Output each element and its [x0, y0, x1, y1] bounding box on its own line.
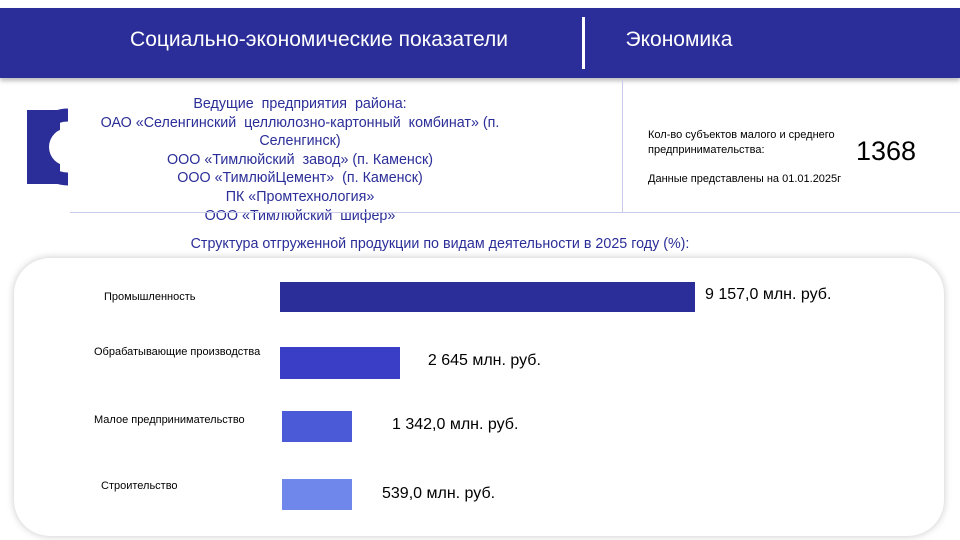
bar: [280, 347, 400, 379]
enterprises-line: ПК «Промтехнология»: [225, 188, 375, 205]
horizontal-divider: [70, 212, 960, 213]
sme-count-value: 1368: [856, 136, 917, 166]
category-label: Малое предпринимательство: [94, 414, 245, 426]
enterprises-block: Ведущие предприятия района: ОАО «Селенги…: [60, 95, 540, 225]
value-label: 1 342,0 млн. руб.: [392, 416, 519, 433]
gear-icon: [18, 94, 68, 200]
data-date-note: Данные представлены на 01.01.2025г: [648, 173, 842, 185]
enterprises-line: Селенгинск): [259, 133, 341, 150]
enterprises-line: Ведущие предприятия района:: [193, 96, 407, 112]
chart-title: Структура отгруженной продукции по видам…: [190, 236, 690, 252]
category-label: Промышленность: [104, 291, 196, 303]
enterprises-line: ООО «ТимлюйЦемент» (п. Каменск): [177, 170, 423, 187]
enterprises-line: ОАО «Селенгинский целлюлозно-картонный к…: [100, 114, 500, 131]
header-bar: Социально-экономические показатели Эконо…: [0, 8, 960, 78]
value-label: 539,0 млн. руб.: [382, 485, 496, 502]
header-title-left: Социально-экономические показатели: [130, 28, 508, 51]
category-label: Обрабатывающие производства: [94, 346, 261, 358]
header-divider: [582, 17, 585, 69]
bar: [282, 411, 352, 442]
sme-count-label: Кол-во субъектов малого и среднего предп…: [648, 129, 835, 156]
bar: [280, 282, 695, 312]
value-label: 2 645 млн. руб.: [427, 352, 541, 369]
value-label: 9 157,0 млн. руб.: [705, 286, 832, 303]
vertical-divider: [622, 80, 623, 212]
category-label: Строительство: [101, 480, 178, 492]
header-title-right: Экономика: [625, 28, 733, 51]
enterprises-line: ООО «Тимлюйский завод» (п. Каменск): [167, 151, 433, 168]
bar: [282, 479, 352, 510]
enterprises-line: ООО «Тимлюйский шифер»: [204, 207, 396, 224]
